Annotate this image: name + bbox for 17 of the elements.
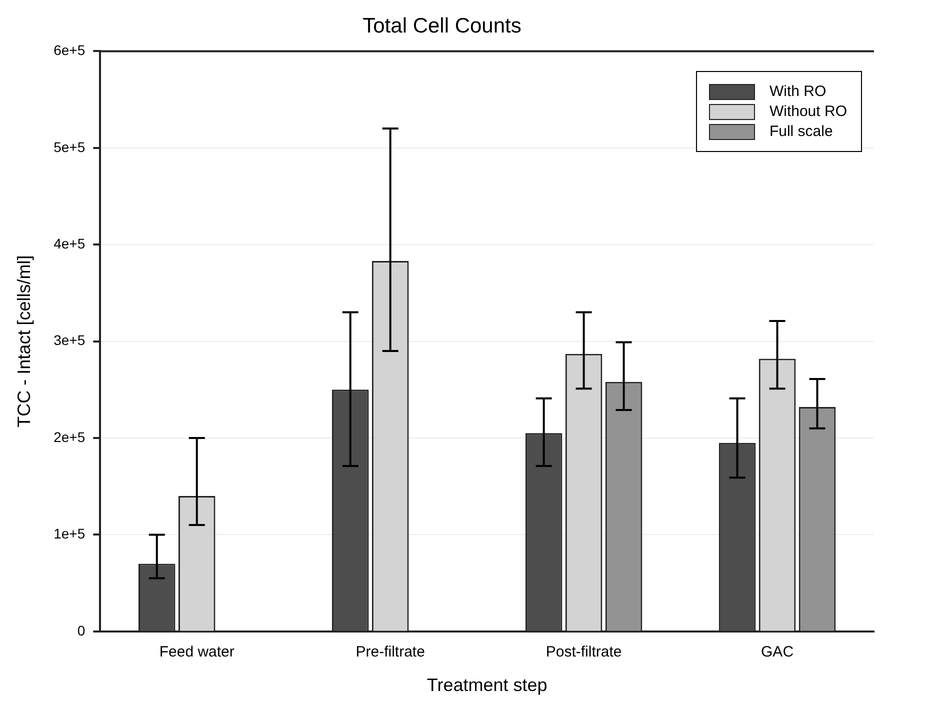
x-tick-label: Pre-filtrate [356,644,425,661]
x-tick-label: Post-filtrate [546,644,622,661]
x-axis-title: Treatment step [426,675,548,696]
x-tick-label: GAC [761,644,794,661]
legend-label: With RO [769,83,826,100]
chart-title: Total Cell Counts [362,14,522,38]
y-tick-label: 2e+5 [54,428,86,445]
y-tick-label: 5e+5 [54,138,86,155]
x-tick-label: Feed water [159,644,234,661]
y-tick-label: 4e+5 [54,235,86,252]
y-tick-label: 3e+5 [54,332,86,348]
y-tick-label: 1e+5 [54,526,86,542]
y-tick-label: 6e+5 [54,42,86,58]
y-tick-label: 0 [77,622,86,638]
legend-label: Without RO [769,103,847,120]
y-axis-title: TCC - Intact [cells/ml] [14,255,34,428]
legend-label: Full scale [769,123,833,140]
